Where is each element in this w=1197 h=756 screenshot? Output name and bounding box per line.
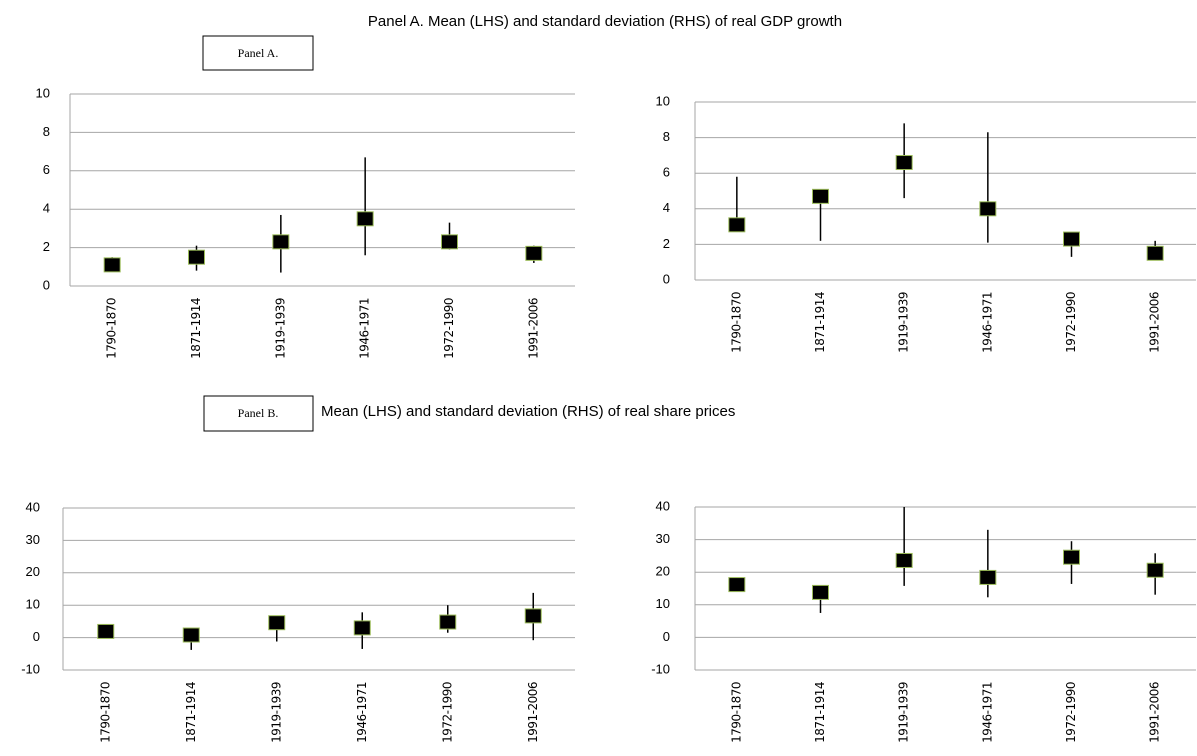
mean-marker xyxy=(439,614,457,630)
x-tick-label: 1919-1939 xyxy=(897,292,911,353)
y-tick-label: 8 xyxy=(663,129,670,144)
x-tick-label: 1946-1971 xyxy=(980,292,994,353)
x-tick-label: 1871-1914 xyxy=(189,298,203,359)
x-tick-label: 1919-1939 xyxy=(897,682,911,743)
y-tick-label: 6 xyxy=(663,165,670,180)
y-tick-label: 0 xyxy=(663,629,670,644)
x-tick-label: 1972-1990 xyxy=(440,682,454,743)
mean-marker xyxy=(268,615,286,631)
y-tick-label: 30 xyxy=(656,531,670,546)
x-tick-label: 1991-2006 xyxy=(526,298,540,359)
y-tick-label: 40 xyxy=(656,498,670,513)
mean-marker xyxy=(1146,245,1164,261)
panel-a-label: Panel A. xyxy=(238,46,279,60)
mean-marker xyxy=(812,584,829,600)
mean-marker xyxy=(728,577,746,593)
x-tick-label: 1790-1870 xyxy=(105,298,119,359)
x-tick-label: 1871-1914 xyxy=(184,682,198,743)
x-tick-label: 1946-1971 xyxy=(980,682,994,743)
subtitle: Mean (LHS) and standard deviation (RHS) … xyxy=(321,403,735,420)
y-tick-label: 4 xyxy=(663,200,670,215)
y-tick-label: 8 xyxy=(43,124,50,139)
mean-marker xyxy=(356,211,374,227)
y-tick-label: 20 xyxy=(656,564,670,579)
x-tick-label: 1972-1990 xyxy=(1064,292,1078,353)
x-tick-label: 1946-1971 xyxy=(358,298,372,359)
x-tick-label: 1991-2006 xyxy=(1148,682,1162,743)
y-tick-label: 0 xyxy=(43,277,50,292)
y-tick-label: 10 xyxy=(656,596,670,611)
y-tick-label: 10 xyxy=(656,93,670,108)
mean-marker xyxy=(1063,231,1080,247)
y-tick-label: 2 xyxy=(663,236,670,251)
y-tick-label: 4 xyxy=(43,201,50,216)
panel-a-box xyxy=(202,35,314,71)
mean-marker xyxy=(272,234,290,250)
x-tick-label: 1871-1914 xyxy=(813,292,827,353)
mean-marker xyxy=(525,245,543,261)
figure-title: Panel A. Mean (LHS) and standard deviati… xyxy=(368,13,842,30)
y-tick-label: 10 xyxy=(26,597,40,612)
mean-marker xyxy=(97,623,115,639)
x-tick-label: 1919-1939 xyxy=(269,682,283,743)
mean-marker xyxy=(524,608,542,624)
mean-marker xyxy=(812,188,829,204)
y-tick-label: 2 xyxy=(43,239,50,254)
mean-marker xyxy=(188,249,205,265)
mean-marker xyxy=(182,627,200,643)
x-tick-label: 1991-2006 xyxy=(526,682,540,743)
mean-marker xyxy=(895,155,913,171)
mean-marker xyxy=(1063,549,1080,565)
y-tick-label: 20 xyxy=(26,564,40,579)
mean-marker xyxy=(895,552,913,568)
x-tick-label: 1790-1870 xyxy=(729,682,743,743)
x-tick-label: 1972-1990 xyxy=(442,298,456,359)
y-tick-label: -10 xyxy=(651,661,670,676)
x-tick-label: 1790-1870 xyxy=(98,682,112,743)
mean-marker xyxy=(1146,562,1164,578)
mean-marker xyxy=(441,234,458,250)
x-tick-label: 1790-1870 xyxy=(729,292,743,353)
mean-marker xyxy=(353,620,371,636)
y-tick-label: -10 xyxy=(21,661,40,676)
y-tick-label: 30 xyxy=(26,532,40,547)
y-tick-label: 6 xyxy=(43,162,50,177)
y-tick-label: 40 xyxy=(26,499,40,514)
x-tick-label: 1946-1971 xyxy=(355,682,369,743)
x-tick-label: 1972-1990 xyxy=(1064,682,1078,743)
y-tick-label: 0 xyxy=(663,271,670,286)
x-tick-label: 1991-2006 xyxy=(1148,292,1162,353)
mean-marker xyxy=(728,217,746,233)
y-tick-label: 0 xyxy=(33,629,40,644)
mean-marker xyxy=(979,569,997,585)
mean-marker xyxy=(103,257,121,273)
x-tick-label: 1919-1939 xyxy=(273,298,287,359)
panel-b-box xyxy=(203,395,314,432)
x-tick-label: 1871-1914 xyxy=(813,682,827,743)
panel-b-label: Panel B. xyxy=(238,406,279,420)
mean-marker xyxy=(979,201,997,217)
y-tick-label: 10 xyxy=(36,85,50,100)
